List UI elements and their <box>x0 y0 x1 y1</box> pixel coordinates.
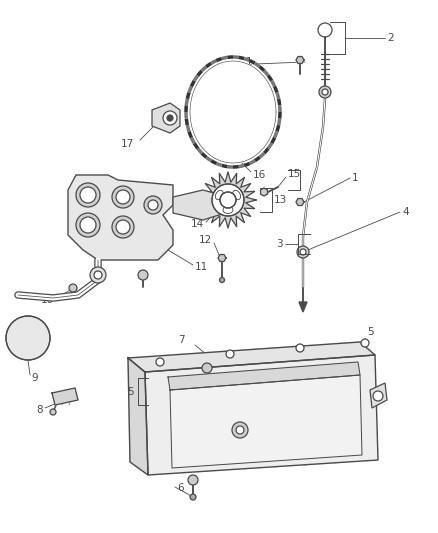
Text: 2: 2 <box>387 33 394 43</box>
Circle shape <box>94 271 102 279</box>
Ellipse shape <box>233 190 240 200</box>
Circle shape <box>50 409 56 415</box>
Text: 7: 7 <box>178 335 185 345</box>
Circle shape <box>220 192 236 208</box>
Circle shape <box>212 184 244 216</box>
Text: 5: 5 <box>127 387 134 397</box>
Circle shape <box>138 270 148 280</box>
Circle shape <box>80 187 96 203</box>
Circle shape <box>112 186 134 208</box>
Text: 17: 17 <box>121 139 134 149</box>
Circle shape <box>76 183 100 207</box>
Text: 1: 1 <box>352 173 359 183</box>
Text: 11: 11 <box>195 262 208 272</box>
Circle shape <box>297 246 309 258</box>
Circle shape <box>148 200 158 210</box>
Circle shape <box>322 89 328 95</box>
Circle shape <box>167 115 173 121</box>
Circle shape <box>219 278 225 282</box>
Polygon shape <box>152 103 180 133</box>
Circle shape <box>319 86 331 98</box>
Circle shape <box>202 363 212 373</box>
Circle shape <box>76 213 100 237</box>
Polygon shape <box>128 342 375 372</box>
Ellipse shape <box>215 190 223 200</box>
Circle shape <box>90 267 106 283</box>
Text: 3: 3 <box>276 239 283 249</box>
Polygon shape <box>296 198 304 205</box>
Circle shape <box>296 344 304 352</box>
Text: 5: 5 <box>367 327 374 337</box>
Circle shape <box>232 422 248 438</box>
Text: 8: 8 <box>36 405 43 415</box>
Circle shape <box>188 475 198 485</box>
Circle shape <box>226 350 234 358</box>
Text: 10: 10 <box>41 295 54 305</box>
Polygon shape <box>218 255 226 262</box>
Circle shape <box>163 111 177 125</box>
Ellipse shape <box>223 206 233 214</box>
Circle shape <box>144 196 162 214</box>
Text: 14: 14 <box>191 219 204 229</box>
Text: 12: 12 <box>199 235 212 245</box>
Circle shape <box>236 426 244 434</box>
Polygon shape <box>261 188 268 196</box>
Polygon shape <box>170 375 362 468</box>
Text: 1: 1 <box>245 57 252 67</box>
Circle shape <box>69 284 77 292</box>
Polygon shape <box>168 362 360 390</box>
Text: 6: 6 <box>177 483 184 493</box>
Text: 15: 15 <box>288 169 301 179</box>
Text: 16: 16 <box>253 170 266 180</box>
Polygon shape <box>52 388 78 405</box>
Circle shape <box>156 358 164 366</box>
Polygon shape <box>128 358 148 475</box>
Polygon shape <box>370 383 387 408</box>
Circle shape <box>361 339 369 347</box>
Polygon shape <box>200 172 256 228</box>
Circle shape <box>300 249 306 255</box>
Circle shape <box>112 216 134 238</box>
Circle shape <box>80 217 96 233</box>
Circle shape <box>373 391 383 401</box>
Text: 9: 9 <box>31 373 38 383</box>
Circle shape <box>6 316 50 360</box>
Text: 13: 13 <box>274 195 287 205</box>
Circle shape <box>116 190 130 204</box>
Polygon shape <box>299 302 307 312</box>
Circle shape <box>116 220 130 234</box>
Circle shape <box>190 494 196 500</box>
Polygon shape <box>145 355 378 475</box>
Text: 4: 4 <box>402 207 409 217</box>
Polygon shape <box>173 190 228 220</box>
Polygon shape <box>68 175 173 260</box>
Polygon shape <box>296 56 304 63</box>
Polygon shape <box>190 61 276 163</box>
